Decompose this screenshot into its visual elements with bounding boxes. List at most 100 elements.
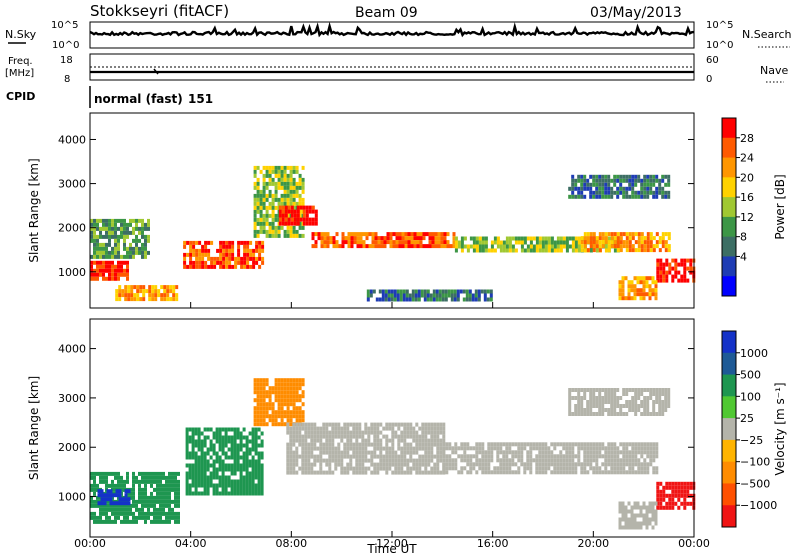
power-echo-9 bbox=[656, 258, 696, 283]
power-ytick-label-1: 3000 bbox=[58, 178, 86, 191]
velocity-ytick-label-1: 3000 bbox=[58, 392, 86, 405]
power-echoes bbox=[90, 165, 696, 302]
power-ytick-label-0: 4000 bbox=[58, 133, 86, 146]
vel-cbar-swatch-4 bbox=[722, 418, 736, 441]
vel-cbar-tick-label-1: 500 bbox=[740, 369, 761, 382]
freq-right-tick-top: 60 bbox=[706, 55, 719, 66]
power-cbar-swatch-0 bbox=[722, 118, 736, 139]
vel-cbar-swatch-1 bbox=[722, 352, 736, 376]
velocity-colorbar: 1000 500 100 25 −25 −100 −500 −1000 bbox=[721, 330, 777, 528]
power-echo-0 bbox=[90, 260, 129, 281]
vel-cbar-tick-label-5: −100 bbox=[740, 456, 770, 469]
freq-label-1: Freq. bbox=[8, 56, 33, 67]
freq-left-tick-bottom: 8 bbox=[64, 74, 70, 85]
power-ytick-label-3: 1000 bbox=[58, 266, 86, 279]
x-tick-label-6: 00:00 bbox=[678, 537, 710, 550]
vel-cbar-tick-label-7: −1000 bbox=[740, 499, 777, 512]
velocity-echo-7 bbox=[618, 501, 658, 530]
power-echo-11 bbox=[568, 174, 671, 199]
power-echo-2 bbox=[115, 285, 179, 302]
freq-left-tick-top: 18 bbox=[60, 55, 73, 66]
x-tick-label-5: 20:00 bbox=[577, 537, 609, 550]
freq-right-tick-bottom: 0 bbox=[706, 74, 712, 85]
station-title: Stokkseyri (fitACF) bbox=[90, 2, 229, 20]
x-tick-label-3: 12:00 bbox=[376, 537, 408, 550]
nsky-panel-frame bbox=[89, 21, 695, 49]
power-cbar-frame bbox=[721, 117, 737, 297]
power-echo-4 bbox=[253, 165, 305, 238]
power-echo-3 bbox=[183, 240, 265, 269]
power-cbar-tick-label-2: 20 bbox=[740, 171, 754, 184]
power-cbar-tick-label-4: 12 bbox=[740, 211, 754, 224]
velocity-ytick-label-3: 1000 bbox=[58, 491, 86, 504]
power-ytick-label-2: 2000 bbox=[58, 222, 86, 235]
x-axis-label: Time UT bbox=[366, 542, 417, 554]
cpid-label: CPID bbox=[6, 90, 35, 103]
nsearch-label: N.Search bbox=[742, 28, 792, 41]
power-cbar-swatch-7 bbox=[722, 256, 736, 277]
vel-cbar-swatch-5 bbox=[722, 439, 736, 463]
vel-cbar-tick-label-2: 100 bbox=[740, 390, 761, 403]
nsky-trace bbox=[89, 21, 695, 38]
velocity-echo-0 bbox=[90, 471, 180, 524]
vel-cbar-tick-label-0: 1000 bbox=[740, 347, 768, 360]
power-cbar-swatch-6 bbox=[722, 236, 736, 257]
vel-cbar-swatch-6 bbox=[722, 461, 736, 484]
power-cbar-swatch-1 bbox=[722, 137, 736, 159]
power-cbar-tick-label-5: 8 bbox=[740, 231, 747, 244]
freq-label-2: [MHz] bbox=[5, 68, 34, 79]
velocity-colorbar-label: Velocity [m s⁻¹] bbox=[773, 382, 787, 475]
power-cbar-swatch-2 bbox=[722, 157, 736, 178]
vel-cbar-tick-label-3: 25 bbox=[740, 412, 754, 425]
power-cbar-tick-label-0: 28 bbox=[740, 132, 754, 145]
velocity-ytick-label-2: 2000 bbox=[58, 441, 86, 454]
nsky-left-tick-top: 10^5 bbox=[51, 20, 78, 31]
x-tick-label-1: 04:00 bbox=[175, 537, 207, 550]
power-cbar-tick-label-1: 24 bbox=[740, 152, 754, 165]
power-echo-12 bbox=[366, 289, 493, 302]
power-cbar-swatch-3 bbox=[722, 177, 736, 198]
power-colorbar-label: Power [dB] bbox=[773, 174, 787, 239]
nsky-left-tick-bottom: 10^0 bbox=[52, 40, 79, 51]
velocity-echo-6 bbox=[656, 481, 696, 510]
x-tick-label-2: 08:00 bbox=[275, 537, 307, 550]
power-cbar-tick-label-6: 4 bbox=[740, 250, 747, 263]
velocity-y-axis-label: Slant Range [km] bbox=[27, 376, 41, 480]
power-axes: 4000 3000 2000 1000 bbox=[58, 133, 695, 308]
power-cbar-swatch-4 bbox=[722, 197, 736, 218]
cpid-mode: normal (fast) bbox=[94, 92, 183, 106]
velocity-echo-4 bbox=[286, 422, 446, 475]
nsky-right-tick-top: 10^5 bbox=[706, 20, 733, 31]
freq-glitch bbox=[153, 68, 159, 75]
vel-cbar-frame bbox=[721, 330, 737, 528]
vel-cbar-tick-label-6: −500 bbox=[740, 477, 770, 490]
power-echo-8 bbox=[580, 232, 671, 253]
power-cbar-swatch-8 bbox=[722, 276, 736, 297]
power-cbar-tick-label-3: 16 bbox=[740, 191, 754, 204]
vel-cbar-swatch-2 bbox=[722, 374, 736, 397]
velocity-echoes bbox=[90, 378, 696, 530]
date-title: 03/May/2013 bbox=[590, 5, 682, 21]
power-echo-5 bbox=[278, 205, 318, 226]
x-tick-label-4: 16:00 bbox=[477, 537, 509, 550]
vel-cbar-swatch-8 bbox=[722, 505, 736, 528]
vel-cbar-swatch-0 bbox=[722, 331, 736, 354]
power-y-axis-label: Slant Range [km] bbox=[27, 158, 41, 262]
velocity-axes: 4000 3000 2000 1000 bbox=[58, 343, 695, 537]
power-panel-frame bbox=[89, 112, 695, 309]
vel-cbar-swatch-7 bbox=[722, 483, 736, 506]
nsky-label: N.Sky bbox=[5, 28, 37, 41]
nave-label: Nave bbox=[760, 64, 788, 77]
beam-title: Beam 09 bbox=[355, 5, 418, 21]
vel-cbar-swatch-3 bbox=[722, 396, 736, 419]
velocity-echo-8 bbox=[568, 388, 671, 416]
power-colorbar: 28 24 20 16 12 8 4 bbox=[721, 117, 754, 297]
velocity-echo-1 bbox=[97, 489, 131, 506]
power-echo-6 bbox=[311, 232, 456, 249]
power-cbar-swatch-5 bbox=[722, 216, 736, 238]
power-echo-10 bbox=[618, 276, 658, 301]
velocity-ytick-label-0: 4000 bbox=[58, 343, 86, 356]
velocity-echo-3 bbox=[253, 378, 305, 427]
power-echo-1 bbox=[90, 218, 150, 259]
